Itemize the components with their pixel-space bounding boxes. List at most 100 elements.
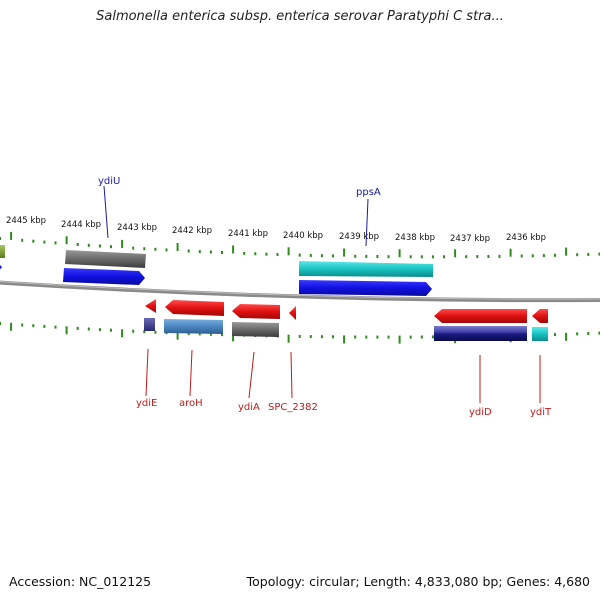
feature-olive-block[interactable] [0, 245, 5, 258]
minor-tick [576, 332, 579, 336]
scale-labels: 2445 kbp 2444 kbp 2443 kbp 2442 kbp 2441… [6, 216, 546, 244]
feature-blue-arrow-left-edge[interactable] [0, 263, 2, 272]
minor-tick [431, 335, 434, 339]
major-tick [10, 322, 13, 331]
major-tick [176, 243, 179, 251]
minor-tick [332, 254, 334, 258]
outer-scale-ticks [0, 231, 600, 259]
minor-tick [209, 250, 212, 254]
minor-tick [221, 333, 223, 337]
leader-lines [103, 185, 541, 403]
minor-tick [43, 324, 46, 328]
minor-tick [520, 254, 523, 258]
minor-tick [598, 331, 600, 335]
minor-tick [76, 326, 79, 330]
feature-red-arrow-SPC_2382[interactable] [289, 306, 296, 320]
scale-label-2439: 2439 kbp [339, 232, 379, 242]
feature-gray-ydiU[interactable] [65, 250, 146, 268]
minor-tick [154, 247, 157, 251]
major-tick [343, 335, 346, 344]
feature-blue-arrow-ppsA[interactable] [299, 280, 432, 296]
minor-tick [98, 328, 101, 332]
gene-label-ydiT[interactable]: ydiT [530, 407, 552, 418]
major-tick [287, 334, 290, 343]
minor-tick [365, 254, 368, 258]
minor-tick [587, 332, 590, 335]
leader-SPC_2382 [290, 351, 293, 399]
minor-tick [87, 243, 90, 247]
minor-tick [87, 327, 90, 331]
feature-blue-arrow-ydiU[interactable] [63, 268, 145, 285]
genome-backbone [0, 280, 600, 303]
major-tick [565, 247, 568, 256]
gene-label-aroH[interactable]: aroH [179, 398, 203, 409]
feature-red-arrow-ydiT[interactable] [532, 309, 548, 323]
minor-tick [254, 252, 257, 256]
major-tick [65, 236, 68, 245]
accession-text: Accession: NC_012125 [9, 574, 152, 589]
minor-tick [443, 255, 445, 259]
leader-ydiE [145, 348, 149, 397]
scale-label-2440: 2440 kbp [283, 231, 323, 241]
minor-tick [309, 335, 312, 339]
minor-tick [0, 237, 1, 240]
minor-tick [354, 335, 357, 339]
leader-ydiA [248, 351, 255, 399]
leader-ppsA [365, 198, 369, 247]
minor-tick [187, 332, 190, 335]
feature-navy-ydiD[interactable] [434, 326, 527, 341]
minor-tick [198, 250, 201, 254]
minor-tick [409, 255, 412, 259]
scale-label-2438: 2438 kbp [395, 233, 435, 243]
major-tick [121, 329, 124, 338]
major-tick [121, 239, 124, 248]
minor-tick [132, 329, 135, 333]
minor-tick [554, 333, 556, 337]
minor-tick [0, 322, 1, 325]
feature-red-arrow-ydiA[interactable] [232, 304, 280, 319]
minor-tick [309, 253, 312, 257]
minor-tick [32, 324, 35, 328]
feature-red-arrow-aroH[interactable] [165, 300, 224, 316]
scale-label-2444: 2444 kbp [61, 220, 101, 230]
minor-tick [409, 335, 412, 339]
feature-cyan-ppsA[interactable] [299, 261, 433, 277]
gene-label-ppsA[interactable]: ppsA [356, 187, 381, 198]
minor-tick [376, 335, 379, 339]
minor-tick [298, 334, 301, 338]
scale-label-2443: 2443 kbp [117, 223, 157, 233]
minor-tick [320, 254, 323, 258]
feature-red-ydiD[interactable] [434, 309, 527, 323]
minor-tick [209, 332, 212, 336]
minor-tick [420, 335, 423, 339]
scale-label-2436: 2436 kbp [506, 233, 546, 243]
minor-tick [320, 335, 323, 339]
gene-label-ydiA[interactable]: ydiA [238, 402, 260, 413]
feature-cyan-ydiT[interactable] [532, 327, 548, 341]
minor-tick [376, 255, 379, 258]
major-tick [454, 249, 457, 258]
minor-tick [431, 255, 434, 259]
feature-steelblue-aroH[interactable] [164, 319, 223, 334]
feature-red-arrow-ydiE[interactable] [145, 299, 156, 313]
major-tick [176, 331, 179, 340]
minor-tick [387, 255, 390, 259]
feature-gray-ydiA[interactable] [232, 322, 279, 337]
gene-label-SPC_2382[interactable]: SPC_2382 [268, 402, 318, 413]
feature-purple-ydiE[interactable] [144, 318, 155, 331]
major-tick [398, 335, 401, 344]
gene-label-ydiU[interactable]: ydiU [98, 176, 120, 187]
minor-tick [554, 253, 556, 257]
minor-tick [476, 255, 479, 259]
major-tick [232, 245, 235, 254]
map-title: Salmonella enterica subsp. enterica sero… [96, 9, 504, 24]
minor-tick [354, 254, 357, 258]
minor-tick [143, 247, 146, 251]
gene-label-ydiE[interactable]: ydiE [136, 398, 157, 409]
gene-label-ydiD[interactable]: ydiD [469, 407, 492, 418]
minor-tick [221, 251, 223, 254]
genome-backbone-highlight [0, 281, 600, 300]
major-tick [509, 248, 512, 257]
minor-tick [587, 252, 590, 256]
